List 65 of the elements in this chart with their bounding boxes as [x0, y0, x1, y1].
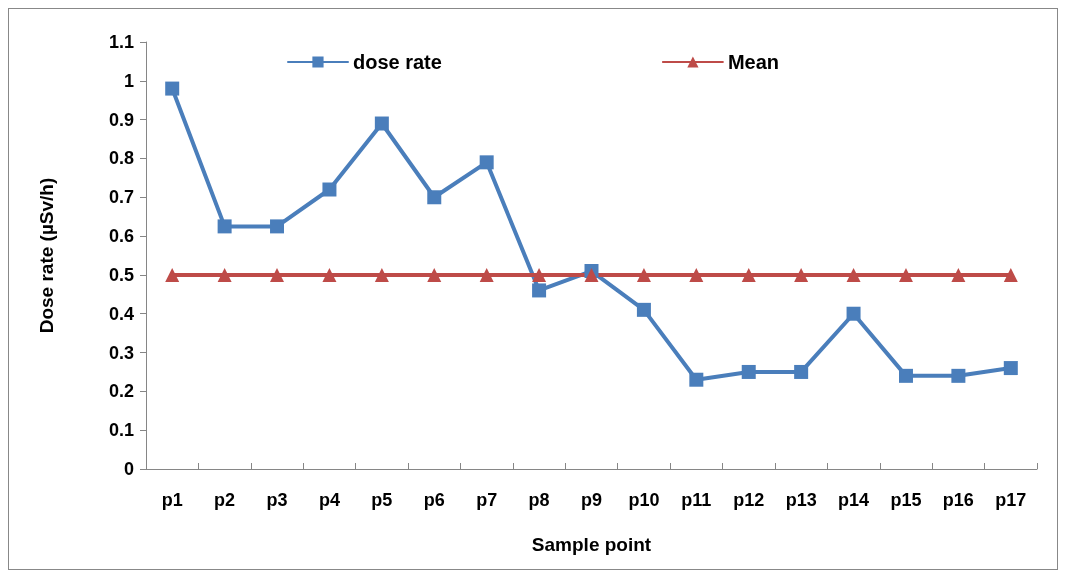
point — [165, 267, 180, 282]
x-tick-label: p5 — [371, 490, 393, 510]
point — [741, 267, 756, 282]
legend-label: dose rate — [352, 51, 442, 73]
x-tick-label: p11 — [681, 490, 712, 510]
x-tick-label: p16 — [942, 490, 974, 510]
y-tick-label: 0.5 — [108, 264, 134, 285]
point — [427, 190, 442, 205]
point — [951, 368, 966, 383]
point — [479, 155, 494, 170]
point — [322, 182, 337, 197]
x-tick-label: p13 — [785, 490, 817, 510]
x-tick-label: p6 — [423, 490, 445, 510]
point — [951, 267, 966, 282]
x-tick-label: p10 — [628, 490, 660, 510]
x-tick-label: p15 — [890, 490, 922, 510]
x-axis-title: Sample point — [531, 534, 652, 555]
point — [846, 267, 861, 282]
point — [270, 267, 285, 282]
x-tick-label: p17 — [995, 490, 1027, 510]
y-tick-label: 1 — [123, 70, 134, 91]
y-tick-label: 0.9 — [108, 109, 134, 130]
x-tick-label: p2 — [214, 490, 236, 510]
point — [794, 267, 809, 282]
point — [1003, 267, 1018, 282]
point — [636, 302, 651, 317]
point — [689, 267, 704, 282]
x-tick-label: p8 — [528, 490, 550, 510]
x-tick-label: p3 — [266, 490, 288, 510]
point — [374, 116, 389, 131]
point — [794, 364, 809, 379]
x-tick-label: p1 — [161, 490, 183, 510]
point — [689, 372, 704, 387]
y-tick-label: 0 — [123, 459, 134, 479]
x-tick-label: p7 — [476, 490, 498, 510]
x-tick-label: p9 — [580, 490, 603, 510]
point — [270, 219, 285, 234]
y-tick-label: 0.6 — [108, 226, 134, 247]
y-tick-label: 0.1 — [108, 420, 134, 441]
y-tick-label: 0.7 — [108, 187, 134, 208]
point — [322, 267, 337, 282]
y-axis-title: Dose rate (µSv/h) — [36, 177, 57, 334]
point — [427, 267, 442, 282]
y-tick-label: 0.3 — [108, 342, 134, 363]
y-tick-label: 0.2 — [108, 381, 134, 402]
point — [898, 368, 913, 383]
point — [374, 267, 389, 282]
point — [898, 267, 913, 282]
point — [165, 81, 180, 96]
y-tick-label: 0.4 — [108, 303, 134, 324]
point — [636, 267, 651, 282]
x-tick-label: p14 — [838, 490, 870, 510]
y-tick-label: 0.8 — [108, 148, 134, 169]
point — [846, 306, 861, 321]
point — [479, 267, 494, 282]
point — [217, 267, 232, 282]
point — [1003, 361, 1018, 376]
point — [741, 364, 756, 379]
point — [217, 219, 232, 234]
point — [532, 283, 547, 298]
x-tick-label: p4 — [318, 490, 340, 510]
legend-label: Mean — [727, 51, 780, 73]
y-tick-label: 1.1 — [108, 32, 134, 52]
point — [532, 267, 547, 282]
x-tick-label: p12 — [733, 490, 765, 510]
